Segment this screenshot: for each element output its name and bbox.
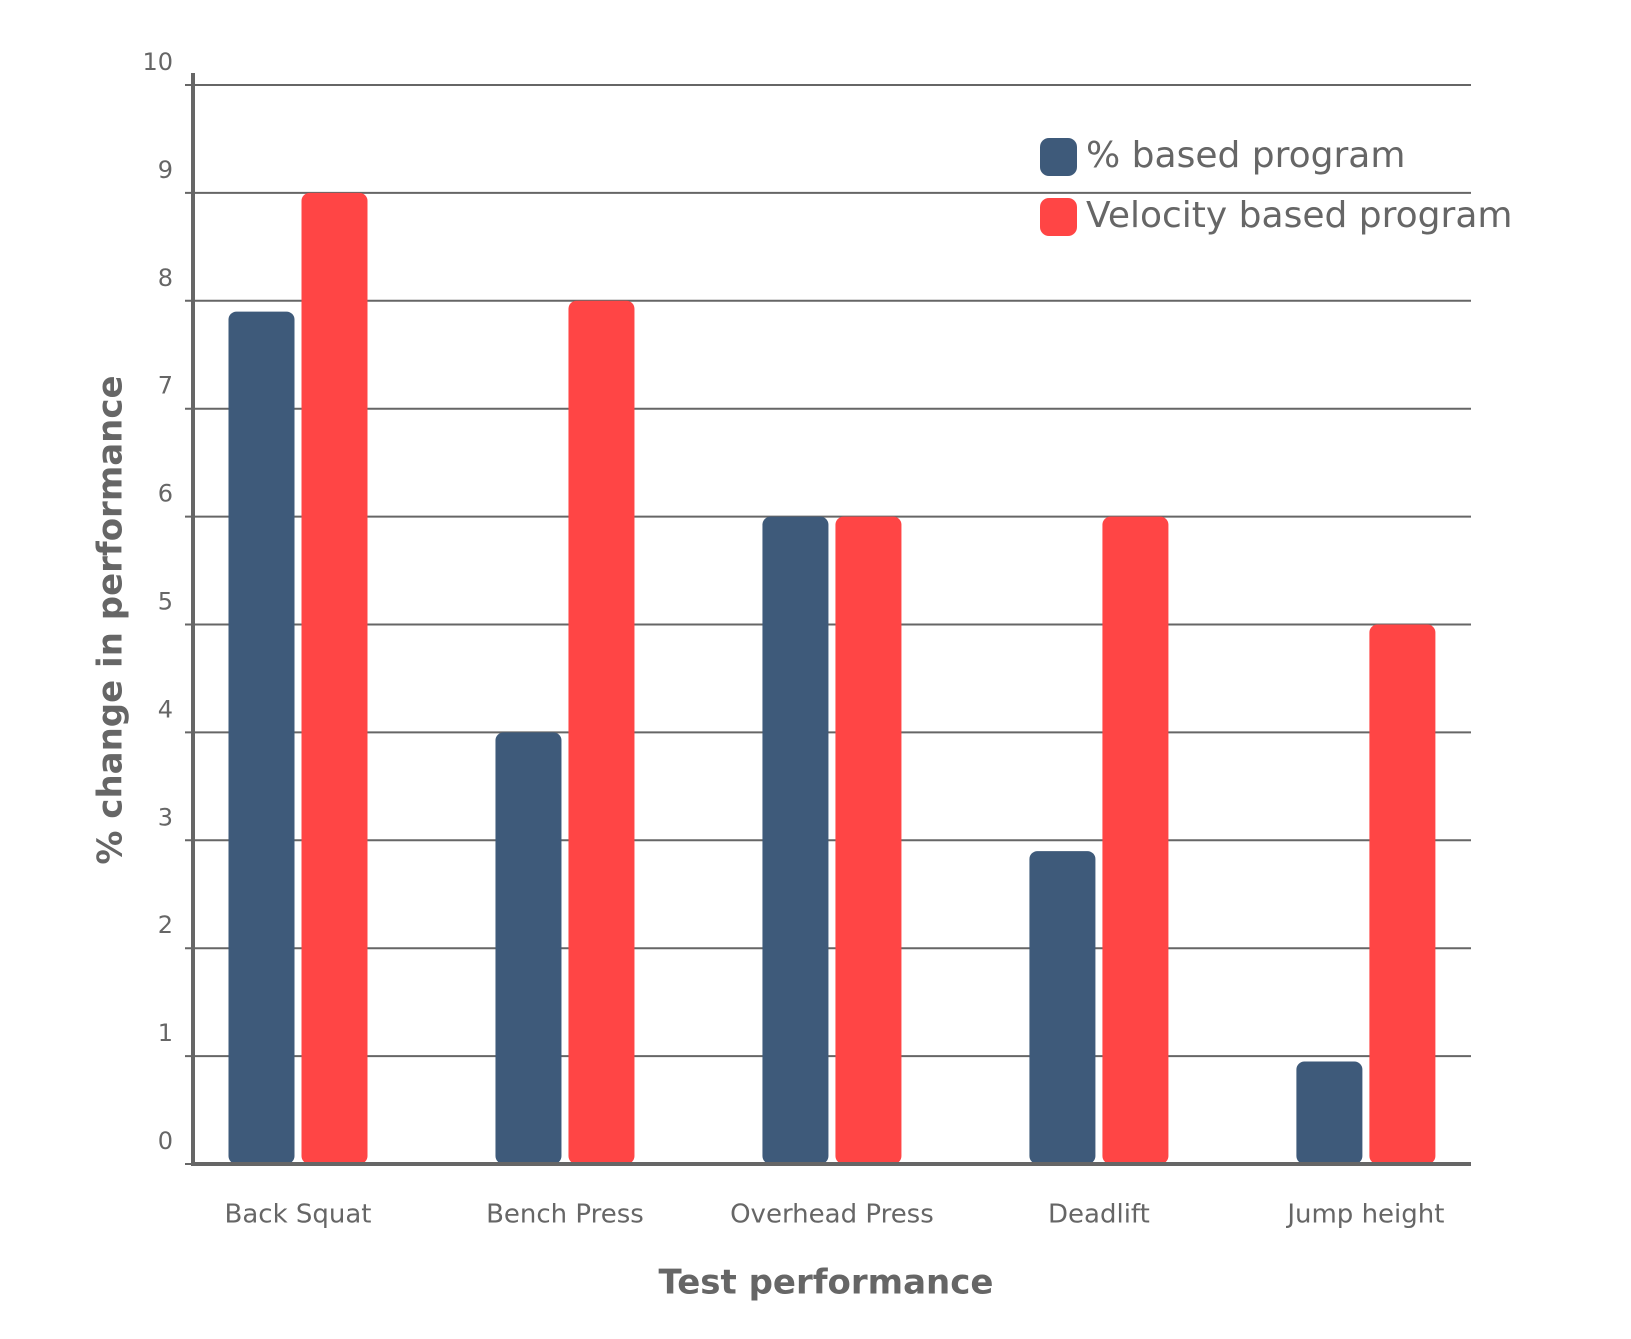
y-tick-label: 7 (158, 372, 173, 400)
x-tick-label: Overhead Press (730, 1200, 934, 1230)
bar (228, 311, 295, 1165)
bar (762, 516, 829, 1164)
bar (301, 192, 368, 1164)
bar (1369, 624, 1436, 1164)
legend-swatch (1040, 198, 1077, 236)
bar (1029, 851, 1096, 1164)
y-tick-label: 4 (158, 695, 173, 723)
bar (495, 732, 562, 1164)
x-tick-label: Back Squat (225, 1200, 372, 1230)
y-tick-label: 1 (158, 1019, 173, 1047)
y-tick-label: 10 (142, 48, 173, 76)
y-tick-label: 8 (158, 264, 173, 292)
bar (568, 300, 635, 1164)
legend-label: Velocity based program (1086, 195, 1512, 236)
y-tick-label: 0 (158, 1127, 173, 1155)
x-tick-label: Deadlift (1048, 1200, 1150, 1230)
bar (1296, 1061, 1363, 1164)
y-tick-label: 9 (158, 156, 173, 184)
x-tick-label: Jump height (1285, 1200, 1444, 1230)
bar (835, 516, 902, 1164)
y-tick-label: 5 (158, 588, 173, 616)
y-axis-title: % change in performance (91, 375, 131, 864)
legend-swatch (1040, 138, 1077, 176)
x-axis-title: Test performance (659, 1263, 994, 1303)
y-tick-label: 6 (158, 480, 173, 508)
y-tick-label: 2 (158, 911, 173, 939)
legend-label: % based program (1086, 135, 1405, 176)
bar (1102, 516, 1169, 1164)
y-tick-label: 3 (158, 803, 173, 831)
x-tick-label: Bench Press (486, 1200, 644, 1230)
